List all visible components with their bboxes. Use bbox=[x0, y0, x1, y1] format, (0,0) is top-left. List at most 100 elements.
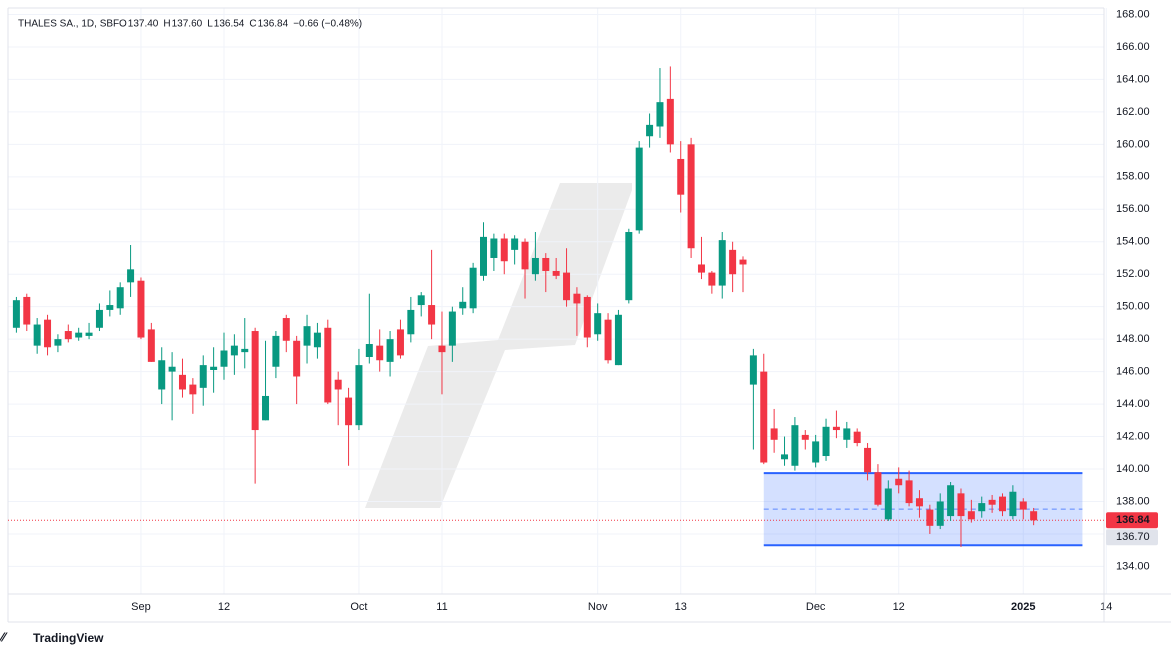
candle-body bbox=[563, 272, 571, 301]
candle-body bbox=[583, 296, 591, 338]
candle-body bbox=[947, 485, 955, 517]
candle-body bbox=[469, 267, 477, 309]
candle-body bbox=[428, 305, 436, 325]
y-tick-label: 146.00 bbox=[1116, 366, 1150, 378]
candle-body bbox=[895, 478, 903, 486]
candle-body bbox=[54, 339, 62, 346]
candle-body bbox=[687, 144, 695, 249]
candle-body bbox=[64, 331, 72, 340]
candle-body bbox=[646, 124, 654, 137]
ohlc-label: C bbox=[249, 19, 256, 30]
candle-body bbox=[448, 311, 456, 346]
candle-body bbox=[116, 287, 124, 309]
logo-icon: ⁄⁄ bbox=[0, 629, 8, 644]
y-tick-label: 152.00 bbox=[1116, 268, 1150, 280]
candle-body bbox=[656, 102, 664, 127]
x-tick-label: 11 bbox=[436, 601, 447, 613]
candle-body bbox=[531, 257, 539, 275]
candle-body bbox=[853, 431, 861, 444]
x-tick-label: 14 bbox=[1100, 601, 1112, 613]
candle-body bbox=[500, 238, 508, 262]
footer-brand: TradingView bbox=[33, 631, 104, 645]
candle-body bbox=[843, 428, 851, 440]
candle-body bbox=[220, 350, 228, 367]
candle-body bbox=[33, 324, 41, 346]
candle-body bbox=[874, 472, 882, 505]
candle-body bbox=[158, 360, 166, 390]
candle-body bbox=[905, 480, 913, 504]
last-price-box bbox=[1106, 512, 1158, 529]
candle-body bbox=[635, 147, 643, 231]
candle-body bbox=[864, 447, 872, 473]
candle-body bbox=[988, 499, 996, 505]
candle-body bbox=[781, 454, 789, 460]
candle-body bbox=[604, 319, 612, 361]
candle-body bbox=[666, 98, 674, 145]
last-price-label: 136.84 bbox=[1116, 514, 1151, 526]
candle-body bbox=[334, 379, 342, 390]
x-tick-label: Oct bbox=[350, 601, 367, 613]
candle-body bbox=[386, 339, 394, 362]
candle-body bbox=[210, 366, 218, 370]
candle-body bbox=[884, 488, 892, 520]
candle-body bbox=[272, 335, 280, 367]
candle-body bbox=[282, 318, 290, 341]
candle-body bbox=[127, 269, 135, 283]
candle-body bbox=[106, 305, 114, 310]
ohlc-label: O bbox=[119, 19, 127, 30]
candle-body bbox=[396, 329, 404, 356]
x-tick-label: 12 bbox=[218, 601, 230, 613]
candle-body bbox=[542, 257, 550, 271]
y-tick-label: 168.00 bbox=[1116, 8, 1150, 20]
candle-body bbox=[251, 331, 259, 431]
candle-body bbox=[168, 366, 176, 372]
candle-body bbox=[625, 232, 633, 301]
candle-body bbox=[137, 280, 145, 338]
candle-body bbox=[407, 309, 415, 335]
candle-body bbox=[345, 397, 353, 426]
change-label: −0.66 (−0.48%) bbox=[293, 19, 362, 30]
price-marker-label: 136.70 bbox=[1116, 531, 1150, 543]
candle-body bbox=[44, 319, 52, 348]
candle-body bbox=[967, 511, 975, 520]
x-tick-label: 12 bbox=[893, 601, 905, 613]
ohlc-value: 137.60 bbox=[172, 19, 203, 30]
y-tick-label: 134.00 bbox=[1116, 560, 1150, 572]
y-tick-label: 140.00 bbox=[1116, 463, 1150, 475]
candle-body bbox=[978, 503, 986, 512]
candle-body bbox=[199, 365, 207, 388]
candle-body bbox=[791, 425, 799, 466]
candle-body bbox=[936, 501, 944, 526]
y-tick-label: 162.00 bbox=[1116, 106, 1150, 118]
y-tick-label: 154.00 bbox=[1116, 236, 1150, 248]
candle-body bbox=[999, 496, 1006, 512]
candle-body bbox=[95, 309, 103, 328]
y-tick-label: 142.00 bbox=[1116, 430, 1150, 442]
candle-body bbox=[770, 428, 778, 440]
y-tick-label: 150.00 bbox=[1116, 301, 1150, 313]
candle-body bbox=[303, 326, 311, 346]
candle-body bbox=[697, 264, 705, 273]
y-tick-label: 164.00 bbox=[1116, 73, 1150, 85]
y-tick-label: 160.00 bbox=[1116, 138, 1150, 150]
price-marker-box bbox=[1106, 529, 1158, 546]
candle-body bbox=[189, 384, 197, 395]
x-tick-label: Nov bbox=[588, 601, 608, 613]
candle-body bbox=[915, 498, 923, 507]
candle-body bbox=[812, 441, 820, 463]
candle-body bbox=[262, 395, 270, 421]
ohlc-label: L bbox=[207, 19, 213, 30]
candle-body bbox=[12, 300, 20, 328]
symbol-title: THALES SA., 1D, SBF bbox=[18, 19, 119, 30]
candle-body bbox=[355, 365, 363, 426]
ohlc-value: 136.84 bbox=[258, 19, 289, 30]
candle-body bbox=[718, 240, 726, 286]
candle-body bbox=[376, 345, 384, 361]
candle-body bbox=[822, 426, 830, 457]
candle-body bbox=[957, 493, 965, 517]
candle-body bbox=[490, 238, 498, 258]
candle-body bbox=[178, 374, 186, 390]
ohlc-value: 137.40 bbox=[128, 19, 159, 30]
candle-body bbox=[1030, 511, 1038, 521]
